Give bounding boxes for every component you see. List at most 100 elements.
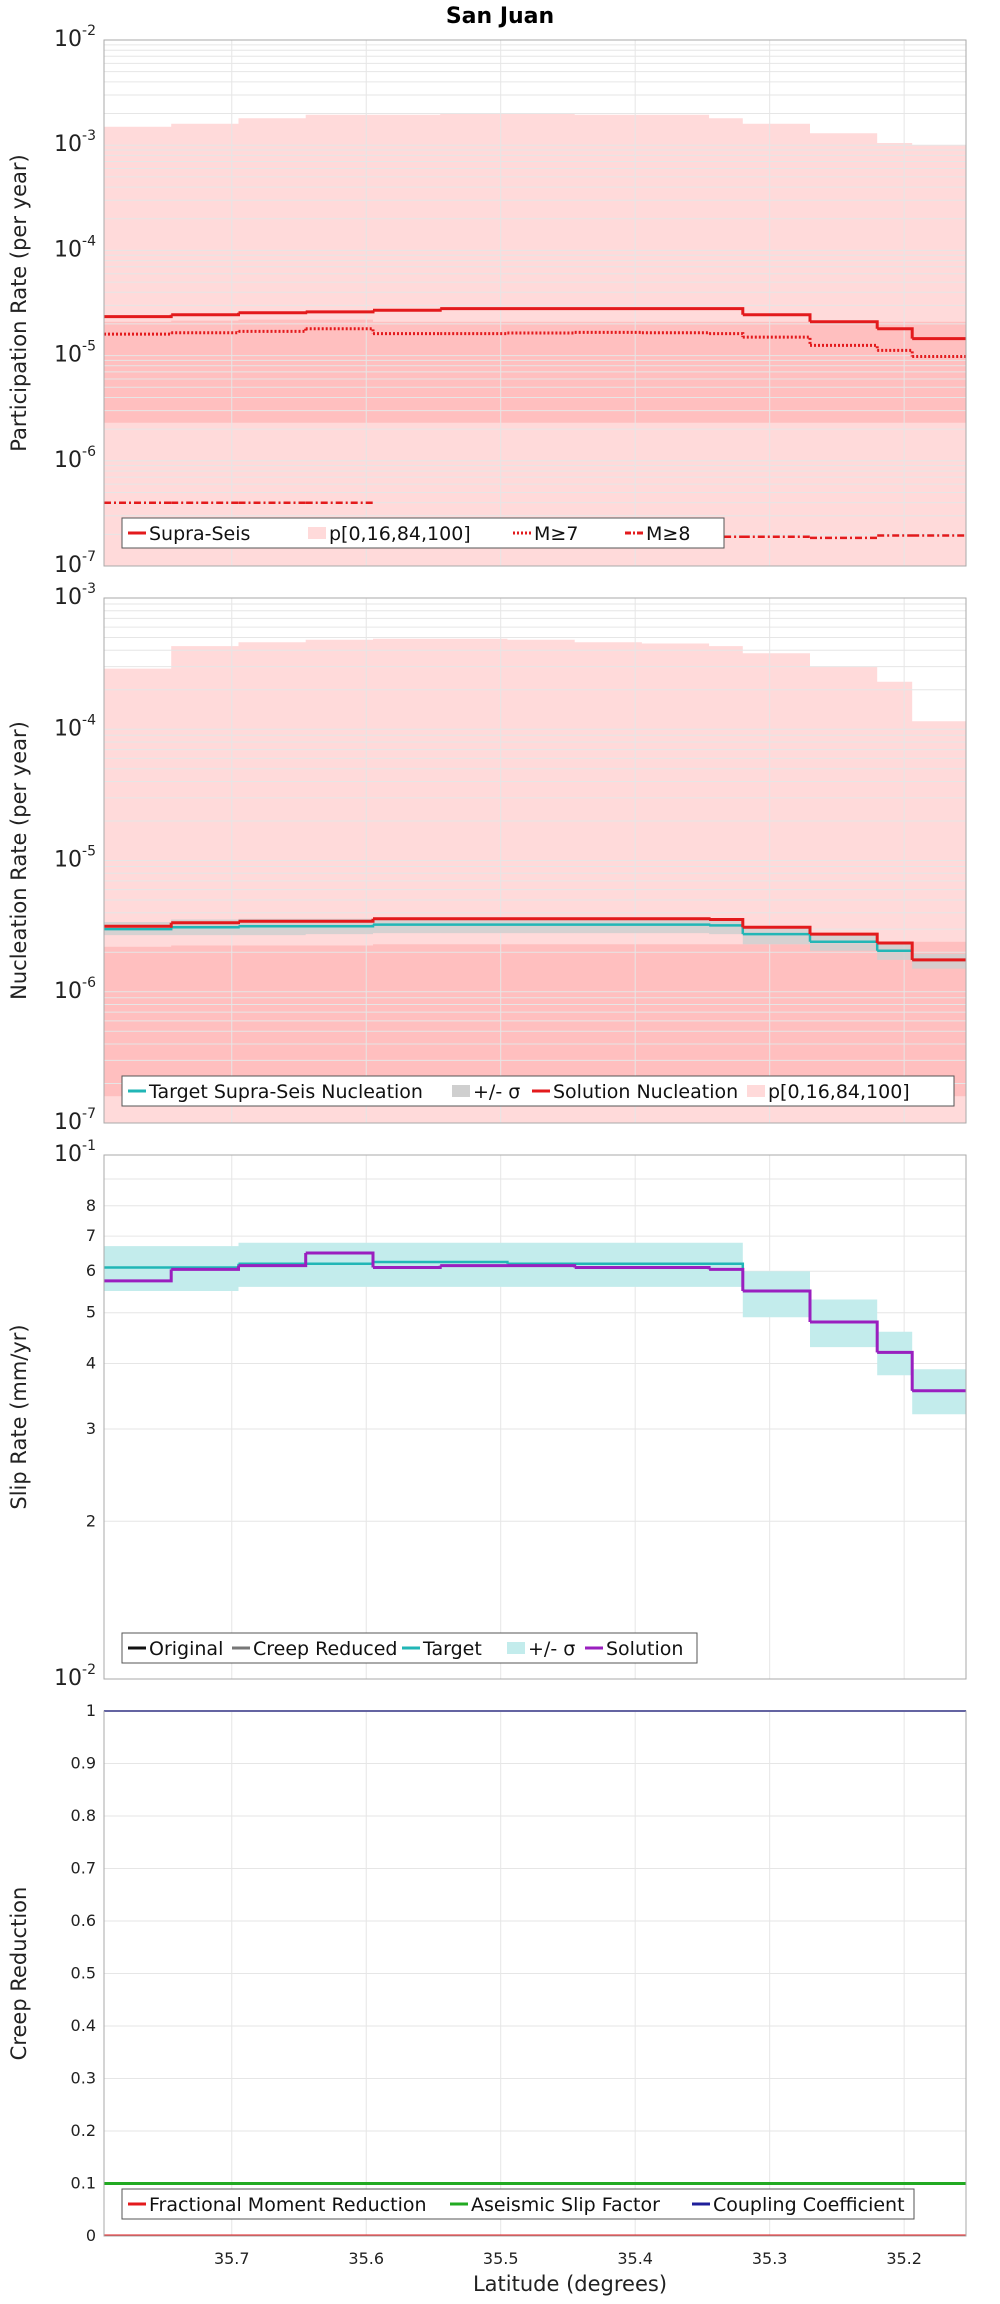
m7-line [104, 327, 966, 358]
x-tick-label: 35.7 [214, 2249, 250, 2268]
y-tick-label: 0.5 [71, 1964, 96, 1983]
y-tick-base: 10 [54, 848, 82, 873]
y-tick-base: 10 [54, 979, 82, 1004]
plot-frame [103, 39, 967, 567]
y-tick-exponent: -7 [82, 1106, 96, 1122]
y-tick-exponent: -3 [82, 128, 96, 144]
y-tick-label: 0.3 [71, 2069, 96, 2088]
y-tick-base: 10 [54, 237, 82, 262]
legend-label: Solution Nucleation [553, 1081, 738, 1103]
y-axis-label: Creep Reduction [7, 1887, 31, 2061]
y-tick-exponent: -4 [82, 233, 96, 249]
x-tick-label: 35.6 [348, 2249, 384, 2268]
y-tick-exponent: -2 [82, 1662, 96, 1678]
y-tick-base: 10 [54, 27, 82, 52]
legend-label: Fractional Moment Reduction [149, 2194, 427, 2216]
legend-box [121, 517, 725, 549]
legend-label: +/- σ [528, 1638, 575, 1660]
legend-label: p[0,16,84,100] [768, 1081, 910, 1103]
y-tick-exponent: -5 [82, 339, 96, 355]
legend-label: Solution [606, 1638, 683, 1660]
y-tick-label: 10-2 [54, 1662, 96, 1691]
chart-title: San Juan [446, 4, 554, 29]
x-tick-label: 35.4 [617, 2249, 653, 2268]
legend-label: Supra-Seis [149, 523, 250, 545]
y-tick-label: 10-6 [54, 975, 96, 1004]
legend-swatch [308, 527, 326, 539]
y-tick-label: 10-5 [54, 844, 96, 873]
y-tick-exponent: -4 [82, 712, 96, 728]
y-tick-label: 10-1 [54, 1138, 96, 1167]
legend-box [121, 2188, 915, 2220]
x-axis-label: Latitude (degrees) [473, 2272, 667, 2296]
y-tick-label: 7 [86, 1226, 96, 1245]
legend-label: Coupling Coefficient [713, 2194, 905, 2216]
y-axis-label: Slip Rate (mm/yr) [7, 1324, 31, 1509]
solution-nucleation-line [104, 917, 966, 962]
x-tick-label: 35.5 [483, 2249, 519, 2268]
y-tick-label: 6 [86, 1261, 96, 1280]
y-tick-label: 0.9 [71, 1754, 96, 1773]
y-tick-base: 10 [54, 716, 82, 741]
plot-frame [103, 597, 967, 1124]
plot-frame [103, 1154, 967, 1680]
sigma-band [104, 1242, 966, 1415]
y-tick-base: 10 [54, 553, 82, 578]
y-tick-base: 10 [54, 132, 82, 157]
y-tick-base: 10 [54, 1142, 82, 1167]
p-16-84-band [104, 941, 966, 1097]
y-tick-label: 10-5 [54, 339, 96, 368]
legend-label: Aseismic Slip Factor [471, 2194, 660, 2216]
y-tick-base: 10 [54, 585, 82, 610]
legend-label: p[0,16,84,100] [329, 523, 471, 545]
y-axis-label: Participation Rate (per year) [7, 154, 31, 451]
plot-frame [103, 1710, 967, 2237]
sigma-band [104, 917, 966, 969]
y-tick-label: 0.8 [71, 1806, 96, 1825]
y-tick-label: 10-4 [54, 712, 96, 741]
y-tick-base: 10 [54, 343, 82, 368]
y-tick-base: 10 [54, 1666, 82, 1691]
y-tick-label: 0.2 [71, 2121, 96, 2140]
y-tick-exponent: -6 [82, 444, 96, 460]
x-tick-label: 35.3 [752, 2249, 788, 2268]
legend-label: M≥8 [646, 523, 690, 545]
p-16-84-band [104, 319, 966, 423]
y-tick-exponent: -7 [82, 549, 96, 565]
y-tick-label: 10-2 [54, 23, 96, 52]
y-tick-label: 4 [86, 1354, 96, 1373]
legend-swatch [452, 1085, 470, 1097]
supra-seis-line [104, 307, 966, 341]
legend-label: Creep Reduced [253, 1638, 397, 1660]
y-tick-label: 10-6 [54, 444, 96, 473]
legend-label: Target [422, 1638, 482, 1660]
legend-swatch [507, 1642, 525, 1654]
y-tick-exponent: -2 [82, 23, 96, 39]
y-tick-label: 0 [86, 2226, 96, 2245]
y-tick-label: 8 [86, 1196, 96, 1215]
y-tick-exponent: -1 [82, 1138, 96, 1154]
legend-swatch [747, 1085, 765, 1097]
y-tick-label: 0.6 [71, 1911, 96, 1930]
y-tick-label: 10-7 [54, 1106, 96, 1135]
y-axis-label: Nucleation Rate (per year) [7, 721, 31, 1000]
x-tick-label: 35.2 [886, 2249, 922, 2268]
legend-label: Original [149, 1638, 223, 1660]
y-tick-base: 10 [54, 1110, 82, 1135]
y-tick-label: 10-3 [54, 581, 96, 610]
y-tick-exponent: -5 [82, 844, 96, 860]
y-tick-label: 3 [86, 1419, 96, 1438]
y-tick-label: 5 [86, 1303, 96, 1322]
legend-label: +/- σ [473, 1081, 520, 1103]
y-tick-label: 0.7 [71, 1859, 96, 1878]
y-tick-label: 0.4 [71, 2016, 96, 2035]
legend-label: M≥7 [534, 523, 578, 545]
y-tick-label: 10-4 [54, 233, 96, 262]
solution-line [104, 1251, 966, 1393]
legend-label: Target Supra-Seis Nucleation [148, 1081, 423, 1103]
y-tick-exponent: -3 [82, 581, 96, 597]
y-tick-exponent: -6 [82, 975, 96, 991]
y-tick-label: 1 [86, 1701, 96, 1720]
